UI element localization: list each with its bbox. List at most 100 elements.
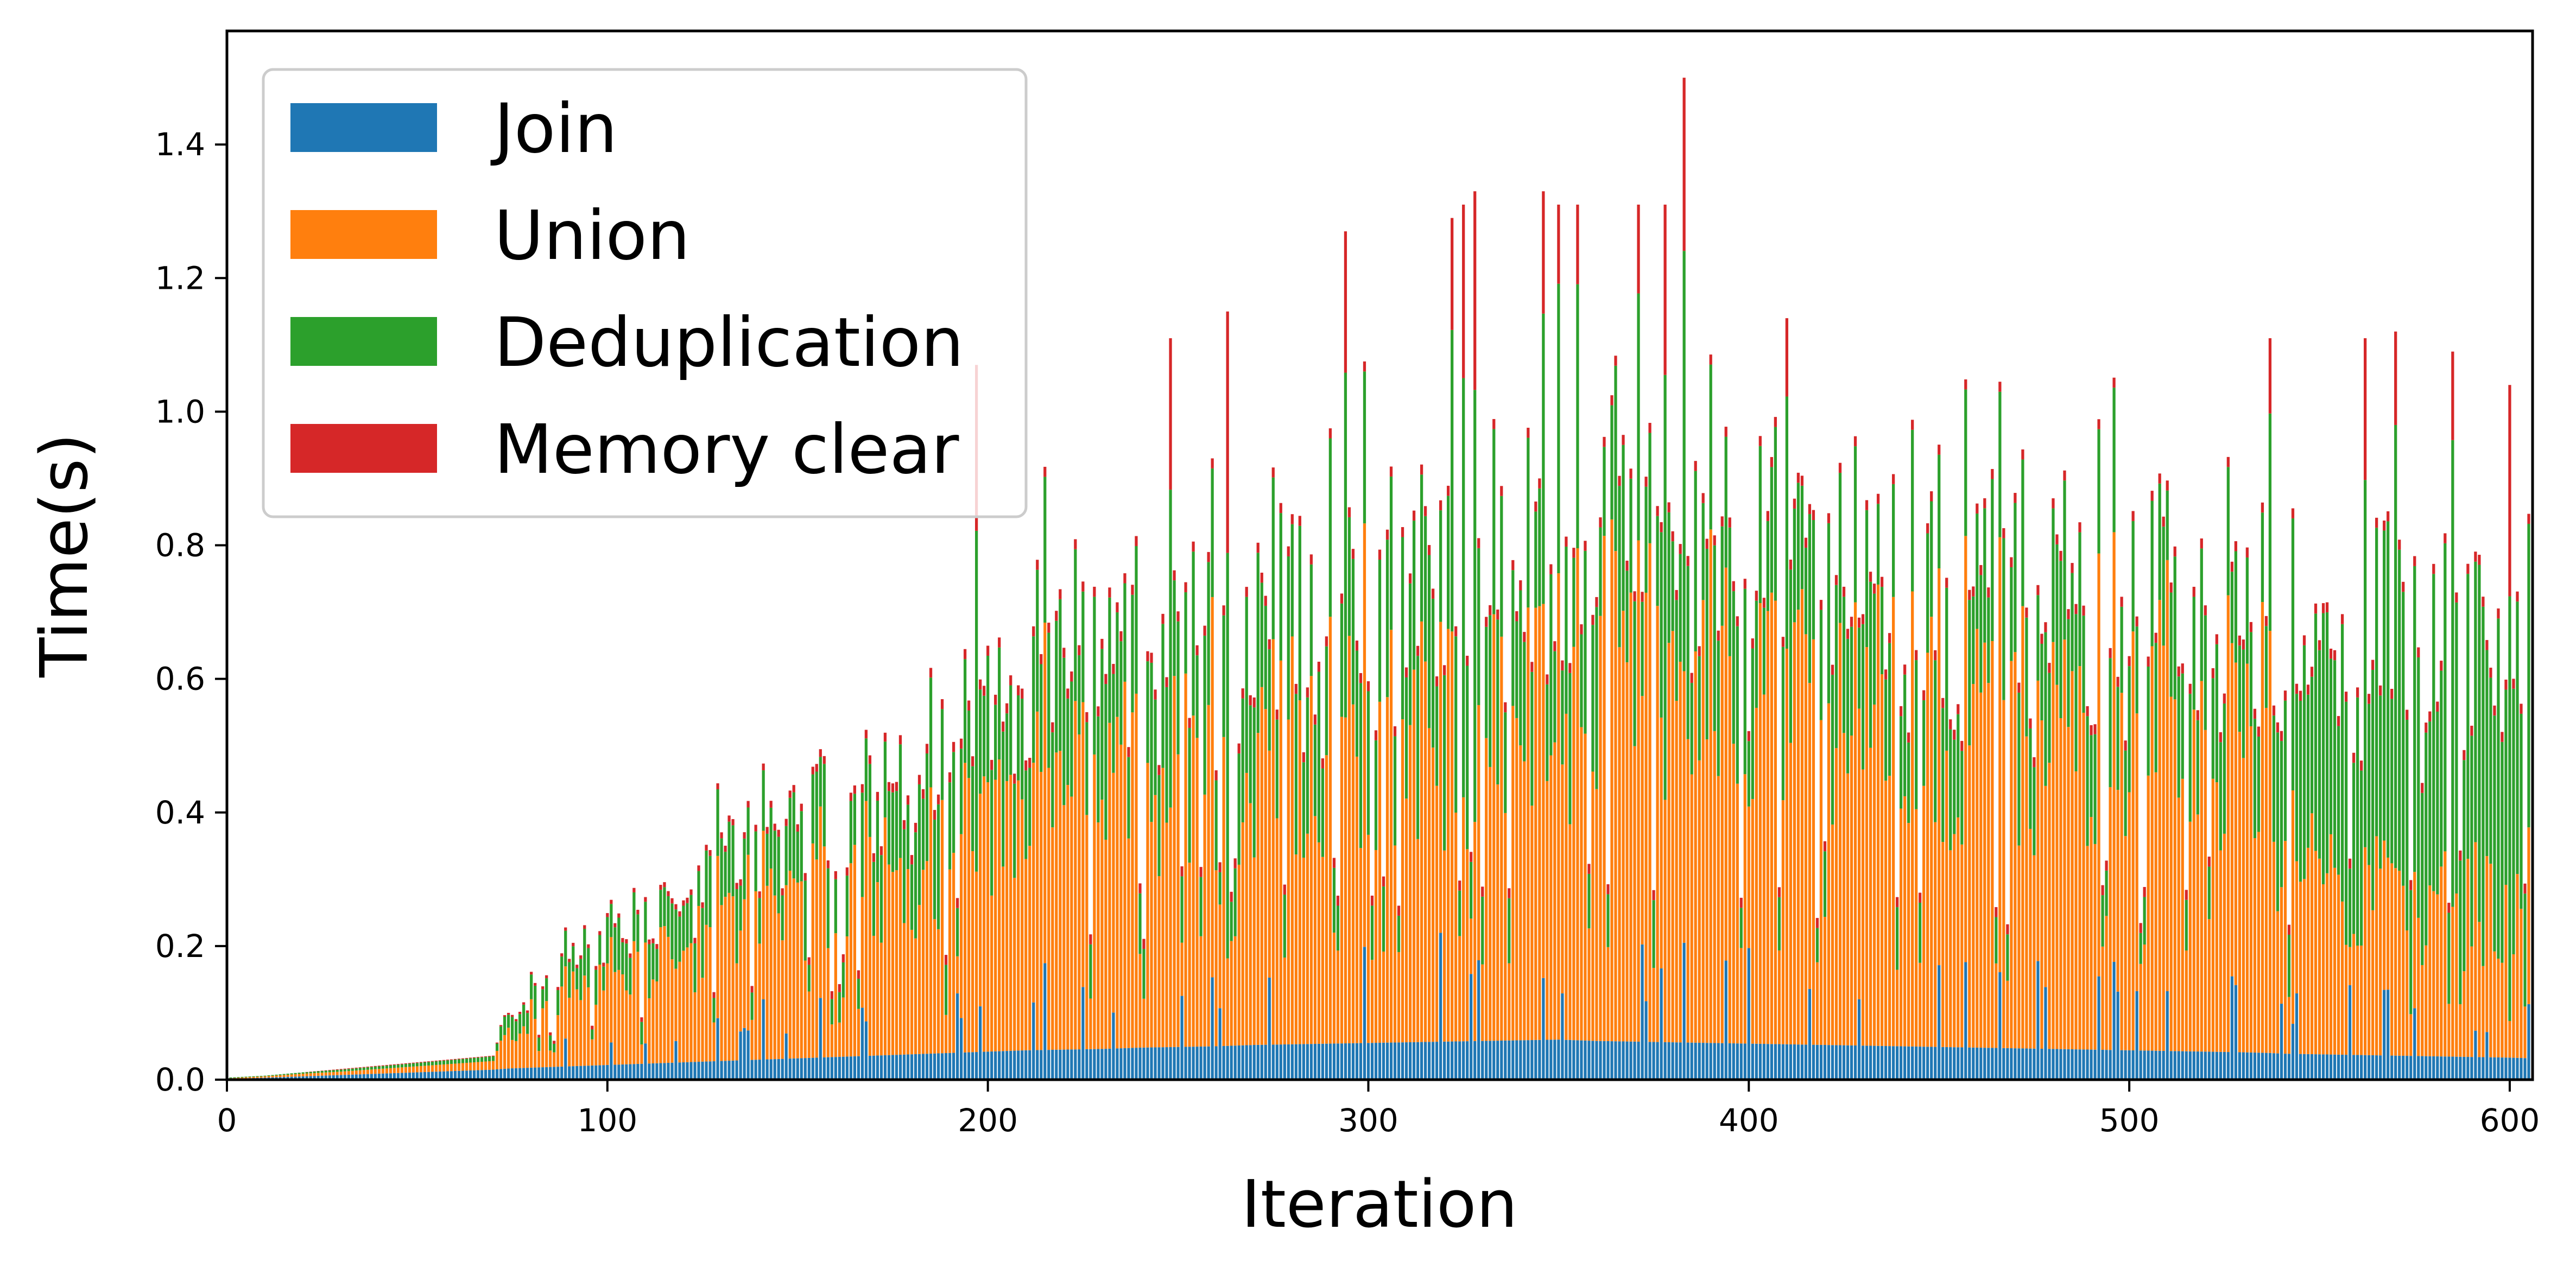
bar-segment-union xyxy=(948,869,952,1053)
bar-segment-deduplication xyxy=(1180,876,1183,943)
bar-segment-union xyxy=(294,1074,297,1077)
bar-segment-memory-clear xyxy=(2329,648,2333,659)
bar-segment-join xyxy=(1439,933,1442,1080)
bar-segment-memory-clear xyxy=(1930,491,1933,502)
bar-segment-memory-clear xyxy=(667,891,670,896)
bar-segment-union xyxy=(2059,718,2062,1049)
x-tick-label: 100 xyxy=(577,1102,637,1139)
bar-segment-memory-clear xyxy=(2523,883,2527,894)
bar-segment-memory-clear xyxy=(1568,663,1572,673)
bar-segment-memory-clear xyxy=(1241,688,1244,699)
bar-segment-memory-clear xyxy=(1705,538,1708,549)
bar-segment-memory-clear xyxy=(1945,578,1948,588)
bar-segment-union xyxy=(784,885,788,1034)
bar-segment-deduplication xyxy=(320,1071,324,1073)
bar-segment-union xyxy=(1268,750,1271,978)
bar-segment-deduplication xyxy=(336,1070,339,1072)
bar-segment-join xyxy=(819,998,822,1080)
bar-segment-join xyxy=(2268,1053,2272,1080)
bar-segment-union xyxy=(1040,771,1043,1050)
bar-segment-union xyxy=(2181,778,2184,1051)
bar-segment-union xyxy=(2295,861,2299,994)
bar-segment-join xyxy=(377,1073,381,1080)
bar-segment-union xyxy=(1827,703,1831,1045)
bar-segment-memory-clear xyxy=(826,860,830,869)
bar-segment-union xyxy=(640,1044,643,1064)
bar-segment-join xyxy=(472,1070,476,1080)
bar-segment-memory-clear xyxy=(1618,476,1621,486)
bar-segment-memory-clear xyxy=(2245,547,2249,558)
bar-segment-memory-clear xyxy=(815,764,818,772)
bar-segment-memory-clear xyxy=(1717,630,1720,641)
bar-segment-deduplication xyxy=(2238,645,2241,732)
bar-segment-union xyxy=(2014,652,2017,1049)
bar-segment-union xyxy=(1404,798,1408,1043)
bar-segment-deduplication xyxy=(2017,693,2021,846)
bar-segment-memory-clear xyxy=(1576,204,1579,284)
bar-segment-deduplication xyxy=(975,530,978,872)
bar-segment-union xyxy=(2321,884,2325,1055)
bar-segment-union xyxy=(2238,732,2241,1053)
bar-segment-deduplication xyxy=(1462,378,1465,797)
bar-segment-deduplication xyxy=(716,789,719,856)
bar-segment-union xyxy=(2280,887,2283,1004)
bar-segment-join xyxy=(697,1062,700,1080)
bar-segment-join xyxy=(876,1055,879,1080)
bar-segment-union xyxy=(2090,817,2093,1050)
bar-segment-join xyxy=(415,1072,419,1080)
bar-segment-deduplication xyxy=(1534,511,1537,608)
bar-segment-memory-clear xyxy=(2436,701,2439,712)
bar-segment-join xyxy=(381,1073,384,1080)
bar-segment-deduplication xyxy=(1546,684,1549,781)
bar-segment-deduplication xyxy=(1831,675,1834,825)
bar-segment-union xyxy=(1580,727,1583,1041)
bar-segment-memory-clear xyxy=(1610,395,1613,405)
bar-segment-memory-clear xyxy=(1180,866,1183,877)
bar-segment-deduplication xyxy=(1599,527,1602,616)
bar-segment-join xyxy=(2368,1055,2371,1080)
bar-segment-union xyxy=(2379,869,2382,1056)
bar-segment-union xyxy=(2261,602,2264,1053)
bar-segment-deduplication xyxy=(815,771,818,860)
bar-segment-memory-clear xyxy=(998,637,1001,648)
bar-segment-join xyxy=(701,1061,704,1080)
bar-segment-memory-clear xyxy=(712,992,716,998)
bar-segment-memory-clear xyxy=(2177,666,2180,677)
bar-segment-deduplication xyxy=(1043,477,1047,623)
bar-segment-deduplication xyxy=(1066,698,1069,785)
bar-segment-deduplication xyxy=(1903,674,1907,796)
bar-segment-union xyxy=(1127,838,1130,1048)
bar-segment-union xyxy=(507,1028,510,1069)
bar-segment-join xyxy=(2390,1055,2394,1080)
bar-segment-deduplication xyxy=(1252,707,1256,858)
bar-segment-union xyxy=(1157,876,1161,1048)
bar-segment-join xyxy=(1062,1049,1066,1080)
bar-segment-deduplication xyxy=(556,990,560,1016)
bar-segment-union xyxy=(1584,733,1587,1041)
bar-segment-join xyxy=(670,1062,674,1080)
bar-segment-memory-clear xyxy=(2482,597,2485,607)
bar-segment-union xyxy=(678,961,681,1063)
bar-segment-deduplication xyxy=(822,764,826,847)
bar-segment-join xyxy=(1957,1047,1960,1080)
bar-segment-union xyxy=(362,1070,365,1074)
bar-segment-memory-clear xyxy=(1743,579,1746,589)
bar-segment-join xyxy=(2417,1056,2420,1080)
bar-segment-union xyxy=(2482,966,2485,1057)
bar-segment-union xyxy=(602,990,605,1066)
bar-segment-join xyxy=(811,1057,814,1080)
bar-segment-memory-clear xyxy=(1762,598,1765,608)
legend-label: Deduplication xyxy=(494,303,964,382)
bar-segment-join xyxy=(940,1053,944,1080)
bar-segment-deduplication xyxy=(2512,688,2515,954)
bar-segment-join xyxy=(2402,1055,2405,1080)
bar-segment-deduplication xyxy=(689,895,693,943)
bar-segment-memory-clear xyxy=(2154,632,2157,643)
bar-segment-union xyxy=(1838,623,1842,1045)
bar-segment-memory-clear xyxy=(1865,500,1869,510)
bar-segment-union xyxy=(1900,808,1903,1047)
bar-segment-union xyxy=(2033,855,2036,1049)
bar-segment-join xyxy=(1785,1044,1789,1080)
bar-segment-union xyxy=(2078,666,2081,1050)
bar-segment-deduplication xyxy=(678,916,681,962)
